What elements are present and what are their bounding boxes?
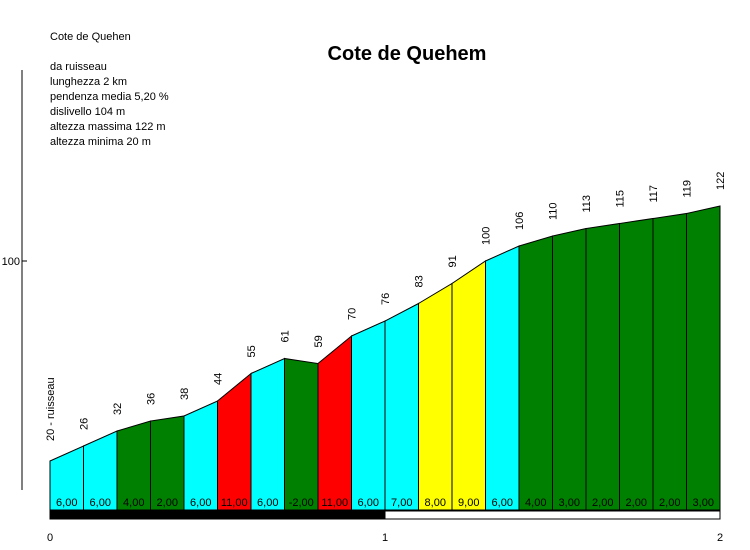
profile-segment <box>418 282 453 511</box>
profile-segment <box>317 334 352 511</box>
altitude-label: 61 <box>280 330 292 342</box>
altitude-label: 110 <box>548 202 560 220</box>
x-tick-label: 1 <box>382 532 388 544</box>
gradient-label: 11,00 <box>221 497 248 509</box>
gradient-label: 6,00 <box>358 497 379 509</box>
altitude-label: 38 <box>179 388 191 400</box>
altitude-label: 76 <box>380 293 392 305</box>
gradient-label: 8,00 <box>425 497 446 509</box>
gradient-label: 2,00 <box>157 497 178 509</box>
profile-segment <box>686 205 721 511</box>
gradient-label: 4,00 <box>123 497 144 509</box>
altitude-label: 55 <box>246 345 258 357</box>
chart-title: Cote de Quehem <box>327 43 487 65</box>
altitude-label: 91 <box>447 255 459 267</box>
scale-bar-km-1-2 <box>384 510 721 520</box>
altitude-label: 106 <box>514 212 526 230</box>
profile-segment <box>585 222 620 511</box>
gradient-label: 6,00 <box>190 497 211 509</box>
gradient-label: 6,00 <box>56 497 77 509</box>
climb-name-label: Cote de Quehen <box>50 31 131 43</box>
gradient-label: 6,00 <box>257 497 278 509</box>
profile-segment <box>284 357 319 511</box>
profile-segment <box>250 357 285 511</box>
info-elevation-gain: dislivello 104 m <box>50 106 126 118</box>
gradient-label: 6,00 <box>90 497 111 509</box>
gradient-label: 2,00 <box>592 497 613 509</box>
info-avg-gradient: pendenza media 5,20 % <box>50 91 169 103</box>
scale-bar-km-0-1 <box>49 510 386 520</box>
altitude-label: 100 <box>481 227 493 245</box>
altitude-label: 117 <box>648 185 660 203</box>
profile-segment <box>183 400 218 511</box>
start-label: 20 - ruisseau <box>45 377 57 441</box>
gradient-label: 6,00 <box>492 497 513 509</box>
altitude-label: 26 <box>79 418 91 430</box>
info-min-altitude: altezza minima 20 m <box>50 136 151 148</box>
altitude-label: 70 <box>347 308 359 320</box>
gradient-label: 2,00 <box>626 497 647 509</box>
gradient-label: 11,00 <box>321 497 348 509</box>
gradient-label: 7,00 <box>391 497 412 509</box>
profile-segment <box>351 320 386 511</box>
profile-segment <box>451 260 486 511</box>
profile-segment <box>652 212 687 511</box>
altitude-label: 113 <box>581 195 593 213</box>
profile-segment <box>485 245 520 511</box>
info-max-altitude: altezza massima 122 m <box>50 121 166 133</box>
altitude-label: 122 <box>715 172 727 190</box>
profile-segment <box>217 372 252 511</box>
gradient-label: 4,00 <box>525 497 546 509</box>
x-tick-label: 0 <box>47 532 53 544</box>
profile-segment <box>619 217 654 511</box>
altitude-label: 32 <box>112 403 124 415</box>
y-tick-label: 100 <box>2 256 20 268</box>
gradient-label: 2,00 <box>659 497 680 509</box>
x-tick-label: 2 <box>717 532 723 544</box>
gradient-label: 3,00 <box>559 497 580 509</box>
profile-segment <box>552 227 587 511</box>
altitude-label: 83 <box>414 275 426 287</box>
gradient-label: -2,00 <box>289 497 314 509</box>
gradient-label: 9,00 <box>458 497 479 509</box>
altitude-label: 119 <box>682 180 694 198</box>
profile-segment <box>150 415 185 511</box>
profile-segment <box>384 302 419 511</box>
profile-segment <box>518 235 553 511</box>
info-length: lunghezza 2 km <box>50 76 128 88</box>
altitude-label: 59 <box>313 335 325 347</box>
altitude-label: 115 <box>615 190 627 208</box>
altitude-label: 44 <box>213 373 225 385</box>
gradient-label: 3,00 <box>693 497 714 509</box>
altitude-label: 36 <box>146 393 158 405</box>
info-start: da ruisseau <box>50 61 107 73</box>
